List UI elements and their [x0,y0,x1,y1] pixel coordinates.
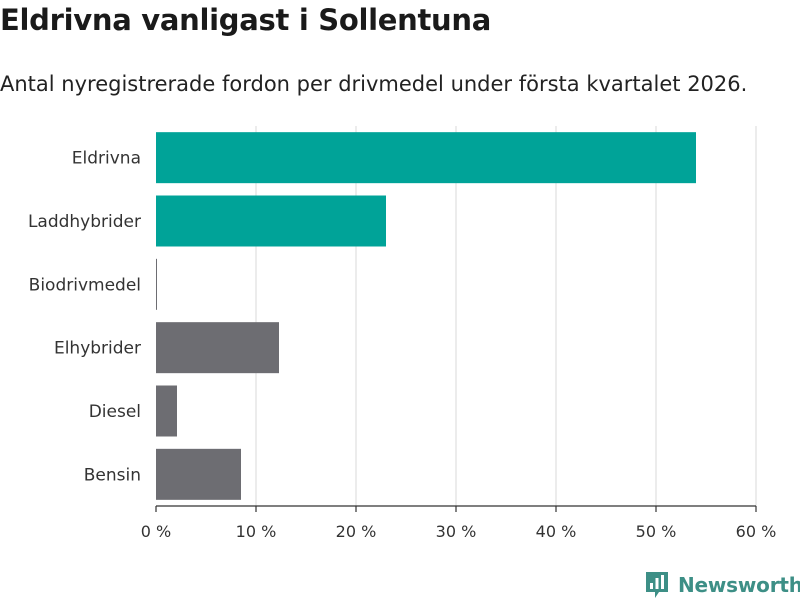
category-label: Eldrivna [72,149,141,169]
bar-laddhybrider [156,195,386,247]
brand-logo: Newsworthy [644,570,800,600]
brand-name: Newsworthy [678,573,800,597]
newsworthy-logo-icon [646,572,668,598]
bar-diesel [156,385,177,437]
chart-subtitle: Antal nyregistrerade fordon per drivmede… [0,72,748,96]
category-label: Biodrivmedel [29,275,141,295]
category-label: Elhybrider [54,339,141,359]
x-tick-label: 10 % [236,522,277,541]
x-tick-label: 0 % [141,522,171,541]
category-label: Bensin [84,465,141,485]
x-tick-label: 40 % [536,522,577,541]
x-tick-label: 50 % [636,522,677,541]
bar-biodrivmedel [156,258,157,310]
category-label: Laddhybrider [28,212,141,232]
category-label: Diesel [89,402,141,422]
bar-eldrivna [156,132,696,184]
chart-title: Eldrivna vanligast i Sollentuna [0,3,491,37]
x-tick-label: 60 % [736,522,777,541]
x-tick-label: 30 % [436,522,477,541]
bar-elhybrider [156,322,279,374]
x-tick-label: 20 % [336,522,377,541]
bar-bensin [156,448,241,500]
